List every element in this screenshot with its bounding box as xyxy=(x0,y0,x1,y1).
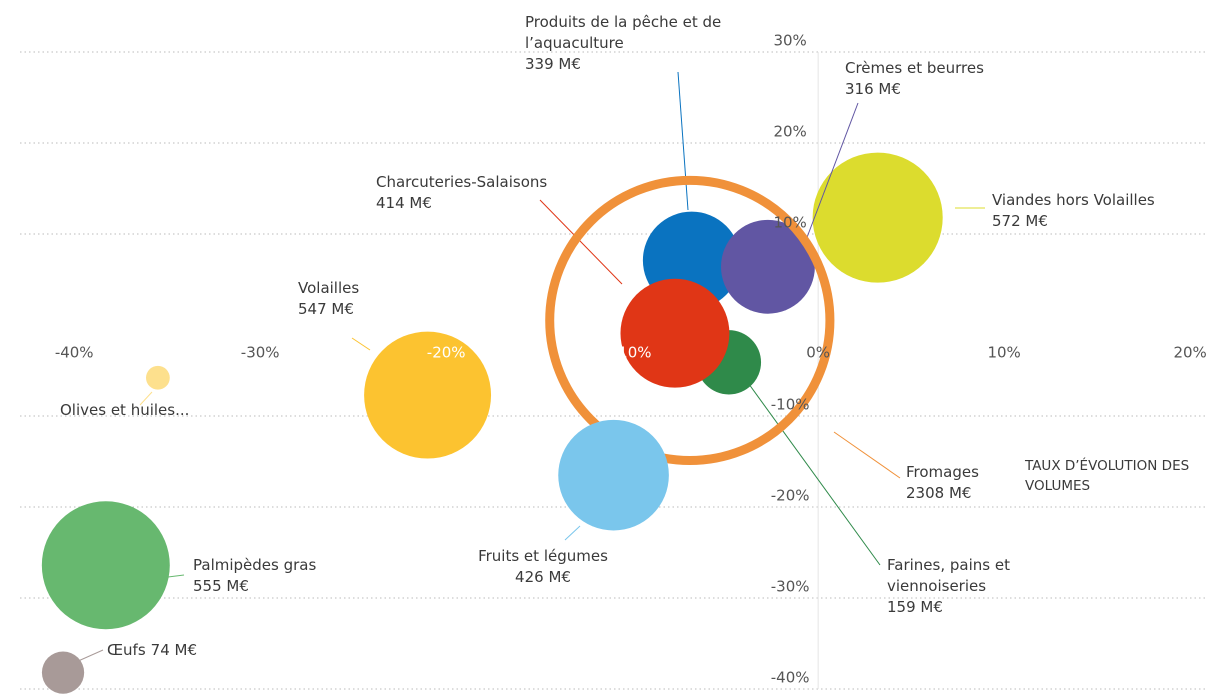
label-value: 2308 M€ xyxy=(906,484,972,502)
label-name: Fromages xyxy=(906,463,979,481)
leader-line xyxy=(805,102,859,241)
label-name: Farines, pains et viennoiseries xyxy=(887,556,1010,595)
x-tick-label: -20% xyxy=(427,344,466,362)
bubble-label: Farines, pains et viennoiseries 159 M€ xyxy=(887,555,1027,618)
leader-line xyxy=(833,431,901,479)
bubble xyxy=(812,152,943,283)
bubble-label: Viandes hors Volailles 572 M€ xyxy=(992,190,1206,232)
leader-line xyxy=(539,199,623,285)
leader-line xyxy=(167,574,185,578)
bubble xyxy=(620,278,730,388)
bubble xyxy=(558,419,669,531)
x-tick-label: -10% xyxy=(613,344,652,362)
y-tick-label: -40% xyxy=(771,669,810,687)
bubble xyxy=(146,365,170,390)
bubble-label: Œufs 74 M€ xyxy=(107,640,307,661)
label-name: Produits de la pêche et de l’aquaculture xyxy=(525,13,722,52)
label-name: Fruits et légumes xyxy=(478,547,608,565)
x-tick-label: 20% xyxy=(1173,344,1206,362)
label-value: 159 M€ xyxy=(887,598,943,616)
leader-line xyxy=(677,71,689,211)
bubble-label: Volailles 547 M€ xyxy=(298,278,418,320)
label-name: Palmipèdes gras xyxy=(193,556,317,574)
x-tick-label: -30% xyxy=(241,344,280,362)
label-value: 316 M€ xyxy=(845,80,901,98)
bubble xyxy=(364,331,492,459)
x-tick-label: 0% xyxy=(806,344,830,362)
bubble-label: Fromages 2308 M€ xyxy=(906,462,1006,504)
label-name: Viandes hors Volailles xyxy=(992,191,1155,209)
label-name: Charcuteries-Salaisons xyxy=(376,173,548,191)
leader-line xyxy=(139,391,153,406)
bubble-label: Crèmes et beurres 316 M€ xyxy=(845,58,1045,100)
y-tick-label: 10% xyxy=(773,214,806,232)
bubble xyxy=(41,501,170,630)
y-tick-label: 20% xyxy=(773,123,806,141)
y-tick-label: -20% xyxy=(771,487,810,505)
bubble-label: Palmipèdes gras 555 M€ xyxy=(193,555,393,597)
label-value: 339 M€ xyxy=(525,55,581,73)
label-value: 555 M€ xyxy=(193,577,249,595)
leader-line xyxy=(745,379,881,566)
bubble xyxy=(41,651,85,694)
leader-line xyxy=(564,525,581,541)
x-axis-label: TAUX D’ÉVOLUTION DES VOLUMES xyxy=(1025,458,1190,494)
bubble-ring xyxy=(545,175,835,466)
leader-line xyxy=(75,649,104,663)
label-value: 414 M€ xyxy=(376,194,432,212)
y-tick-label: -30% xyxy=(771,578,810,596)
label-value: 572 M€ xyxy=(992,212,1048,230)
label-value: 547 M€ xyxy=(298,300,354,318)
label-value: 74 M€ xyxy=(150,641,197,659)
x-tick-label: -40% xyxy=(55,344,94,362)
label-name: Volailles xyxy=(298,279,360,297)
y-tick-label: 30% xyxy=(773,32,806,50)
bubble xyxy=(720,219,815,314)
y-tick-label: -10% xyxy=(771,396,810,414)
bubble-label: Produits de la pêche et de l’aquaculture… xyxy=(525,12,740,75)
label-name: Œufs xyxy=(107,641,146,659)
label-value: 426 M€ xyxy=(515,568,571,586)
label-name: Olives et huiles... xyxy=(60,401,190,419)
label-name: Crèmes et beurres xyxy=(845,59,984,77)
x-tick-label: 10% xyxy=(987,344,1020,362)
leader-line xyxy=(351,337,371,351)
bubble-label: Charcuteries-Salaisons 414 M€ xyxy=(376,172,606,214)
bubble-label: Fruits et légumes 426 M€ xyxy=(458,546,628,588)
bubble-label: Olives et huiles... xyxy=(60,400,260,421)
